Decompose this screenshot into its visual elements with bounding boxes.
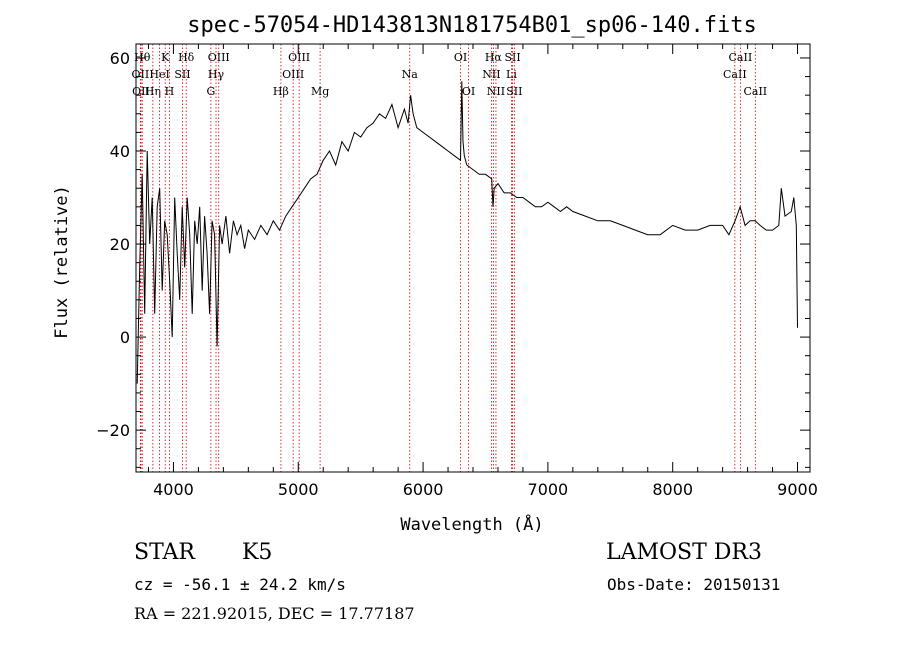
x-tick-label: 7000 [528, 480, 569, 499]
spectral-line-markers: HθOIIOIIHηHeIKHSIIHδGHγOIIIHβOIIIOIIIMgN… [132, 44, 767, 472]
spectral-line-label: Hδ [178, 51, 195, 64]
spectral-line-label: SII [506, 85, 522, 98]
redshift-velocity: cz = -56.1 ± 24.2 km/s [134, 575, 346, 594]
chart-title: spec-57054-HD143813N181754B01_sp06-140.f… [187, 13, 757, 38]
spectral-line-label: Mg [311, 85, 329, 98]
spectral-line-label: SII [174, 68, 190, 81]
survey-name: LAMOST DR3 [606, 540, 762, 565]
y-axis-label: Flux (relative) [52, 185, 72, 339]
spectral-line-label: Hη [145, 85, 161, 98]
spectral-line-label: HeI [149, 68, 169, 81]
spectral-line-label: CaII [729, 51, 753, 64]
spectral-line-label: G [206, 85, 215, 98]
spectral-line-label: Hγ [208, 68, 225, 81]
y-tick-label: 20 [110, 235, 130, 254]
spectral-line-label: Li [506, 68, 517, 81]
coordinates: RA = 221.92015, DEC = 17.77187 [134, 604, 415, 623]
object-subclass: K5 [242, 540, 273, 565]
axis-ticks: 4000 5000 6000 7000 8000 9000 −20 0 20 40 60 [96, 44, 818, 499]
spectral-line-label: OIII [282, 68, 304, 81]
plot-frame [135, 43, 811, 473]
spectral-line-label: Hα [485, 51, 503, 64]
x-axis-label: Wavelength (Å) [400, 513, 543, 535]
spectrum-series-line [136, 81, 798, 384]
x-tick-label: 8000 [652, 480, 693, 499]
spectral-line-label: OIII [208, 51, 230, 64]
y-tick-label: 40 [110, 142, 130, 161]
spectral-line-label: OIII [288, 51, 310, 64]
spectral-line-label: Na [402, 68, 419, 81]
x-tick-label: 5000 [278, 480, 319, 499]
y-tick-label: 0 [120, 328, 130, 347]
spectral-line-label: NII [487, 85, 505, 98]
spectral-line-label: OI [462, 85, 475, 98]
spectral-line-label: Hβ [273, 85, 289, 98]
spectral-line-label: NII [482, 68, 500, 81]
x-tick-label: 9000 [777, 480, 818, 499]
y-tick-label: 60 [110, 49, 130, 68]
spectral-line-label: OII [132, 68, 150, 81]
spectral-line-label: CaII [743, 85, 767, 98]
x-tick-label: 4000 [153, 480, 194, 499]
spectral-line-label: CaII [723, 68, 747, 81]
object-class: STAR [134, 540, 195, 565]
spectral-line-label: K [161, 51, 170, 64]
spectral-line-label: SII [504, 51, 520, 64]
y-tick-label: −20 [96, 421, 130, 440]
x-tick-label: 6000 [403, 480, 444, 499]
observation-date: Obs-Date: 20150131 [607, 575, 781, 594]
spectral-line-label: H [165, 85, 175, 98]
spectral-line-label: OI [454, 51, 467, 64]
